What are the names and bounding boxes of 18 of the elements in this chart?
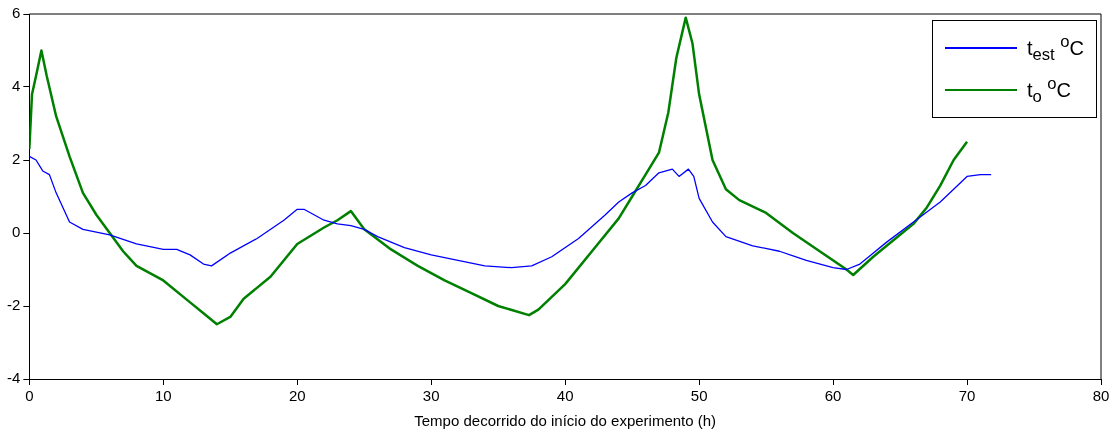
x-tick-label: 40 <box>556 387 574 405</box>
x-tick-label: 20 <box>288 387 306 405</box>
x-tick-label: 30 <box>422 387 440 405</box>
x-tick-label: 10 <box>154 387 172 405</box>
legend-label: t$_{est}$ $^{o}$C <box>1026 31 1084 65</box>
y-tick-label: 2 <box>11 150 21 168</box>
y-tick-label: -4 <box>6 369 21 387</box>
x-tick-label: 0 <box>25 387 34 405</box>
y-tick-label: 4 <box>11 77 21 95</box>
x-tick-label: 60 <box>824 387 842 405</box>
y-tick-label: 0 <box>11 223 21 241</box>
x-axis-title: Tempo decorrido do início do experimento (h) <box>414 412 717 430</box>
x-tick-label: 50 <box>690 387 708 405</box>
x-tick-label: 70 <box>958 387 976 405</box>
legend-label: t$_{o}$ $^{o}$C <box>1026 73 1072 107</box>
x-tick-label: 80 <box>1092 387 1110 405</box>
y-tick-label: 6 <box>11 4 21 22</box>
y-tick-label: -2 <box>6 296 21 314</box>
